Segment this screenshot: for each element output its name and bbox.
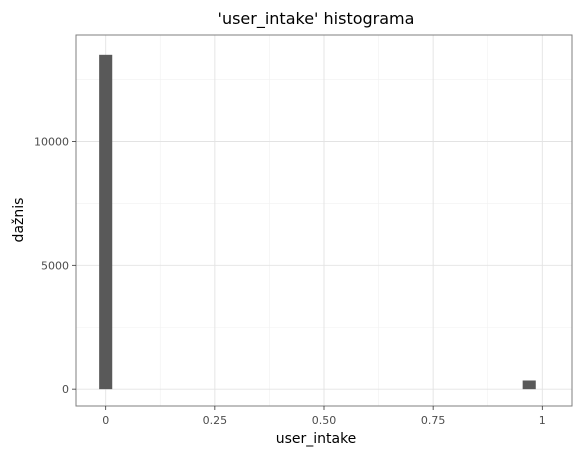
y-axis-title: dažnis	[11, 198, 27, 243]
x-axis-tick-label: 1	[539, 414, 546, 427]
x-axis-title: user_intake	[276, 431, 357, 447]
axis-ticks	[72, 141, 543, 410]
histogram-bar	[522, 380, 536, 390]
y-axis-tick-label: 0	[62, 383, 69, 396]
x-axis-tick-label: 0	[102, 414, 109, 427]
grid-lines	[76, 35, 572, 406]
x-axis-tick-label: 0.50	[312, 414, 337, 427]
y-axis-tick-label: 10000	[34, 135, 69, 148]
histogram-bars	[99, 54, 536, 390]
chart-title: 'user_intake' histograma	[218, 9, 415, 29]
y-axis-tick-labels: 0 5000 10000	[34, 135, 69, 396]
x-axis-tick-label: 0.75	[421, 414, 446, 427]
x-axis-tick-label: 0.25	[203, 414, 228, 427]
histogram-bar	[99, 54, 113, 390]
x-axis-tick-labels: 0 0.25 0.50 0.75 1	[102, 414, 546, 427]
y-axis-tick-label: 5000	[41, 259, 69, 272]
